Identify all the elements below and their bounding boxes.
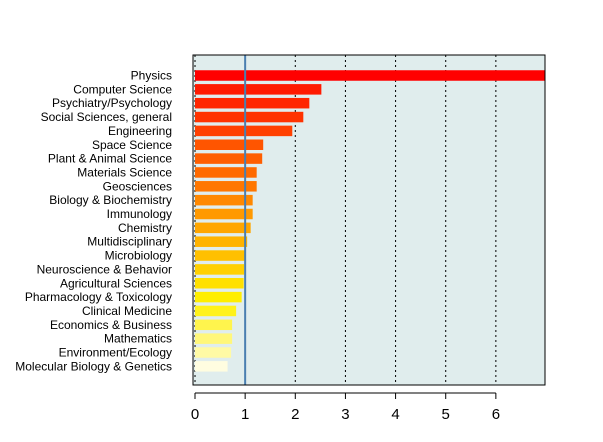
category-label-6: Plant & Animal Science [48,152,172,166]
plot-frame [192,54,546,386]
category-label-4: Engineering [108,124,172,138]
category-label-15: Agricultural Sciences [60,276,172,290]
category-label-21: Molecular Biology & Genetics [15,359,172,373]
x-tick-label-2: 2 [291,406,299,423]
bar-0 [195,70,546,81]
bar-14 [195,264,245,275]
bar-5 [195,139,264,150]
x-tick-label-1: 1 [241,406,249,423]
x-tick-label-0: 0 [191,406,199,423]
bar-21 [195,361,228,372]
x-tick-label-6: 6 [492,406,500,423]
category-label-19: Mathematics [104,332,172,346]
bars [195,70,546,372]
bar-2 [195,97,310,109]
bar-20 [195,347,232,358]
bar-9 [195,194,253,206]
bar-10 [195,208,253,220]
bar-6 [195,153,263,164]
bar-13 [195,250,246,261]
category-label-2: Psychiatry/Psychology [52,96,172,110]
category-label-8: Geosciences [103,179,172,193]
category-label-0: Physics [131,69,172,83]
x-tick-label-4: 4 [391,406,399,423]
x-tick-label-3: 3 [341,406,349,423]
category-label-12: Multidisciplinary [87,235,172,249]
category-label-16: Pharmacology & Toxicology [25,290,172,304]
bar-1 [195,84,322,95]
bar-18 [195,319,233,331]
bar-19 [195,333,233,344]
grid-lines [194,55,497,385]
category-label-1: Computer Science [73,82,172,96]
category-label-14: Neuroscience & Behavior [37,262,172,276]
x-axis: 0 1 2 3 4 5 6 [191,392,500,423]
bar-8 [195,181,257,192]
plot-panel [193,55,545,385]
bar-7 [195,167,257,178]
x-tick-label-5: 5 [442,406,450,423]
bar-17 [195,305,237,317]
bar-12 [195,236,248,247]
category-label-10: Immunology [107,207,172,221]
bar-4 [195,125,293,137]
category-label-7: Materials Science [77,165,172,179]
category-label-13: Microbiology [105,249,172,263]
bar-15 [195,278,244,289]
category-label-5: Space Science [92,138,172,152]
category-label-18: Economics & Business [50,318,172,332]
category-label-17: Clinical Medicine [82,304,172,318]
bar-3 [195,111,304,123]
category-label-20: Environment/Ecology [59,346,172,360]
bar-16 [195,291,242,303]
bar-11 [195,222,251,234]
category-label-9: Biology & Biochemistry [49,193,172,207]
category-label-3: Social Sciences, general [41,110,172,124]
category-label-11: Chemistry [118,221,172,235]
